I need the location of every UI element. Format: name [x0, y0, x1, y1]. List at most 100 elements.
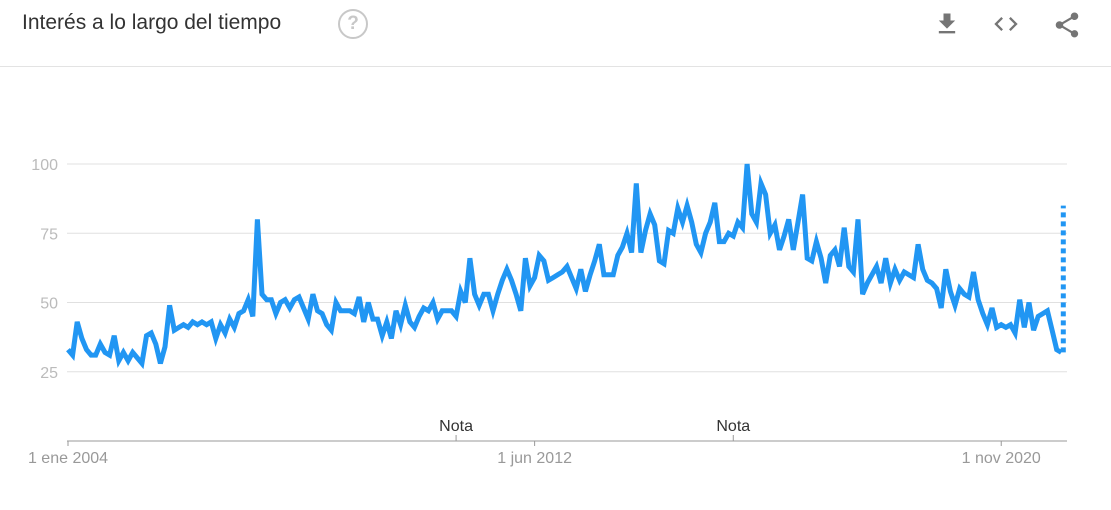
data-point[interactable] [717, 239, 722, 244]
data-point[interactable] [1045, 308, 1050, 313]
data-point[interactable] [357, 295, 362, 300]
data-point[interactable] [315, 308, 320, 313]
data-point[interactable] [163, 344, 168, 349]
data-point[interactable] [93, 353, 98, 358]
data-point[interactable] [107, 353, 112, 358]
data-point[interactable] [75, 319, 80, 324]
data-point[interactable] [652, 222, 657, 227]
data-point[interactable] [592, 258, 597, 263]
data-point[interactable] [685, 203, 690, 208]
data-point[interactable] [514, 292, 519, 297]
data-point[interactable] [893, 267, 898, 272]
data-point[interactable] [301, 306, 306, 311]
data-point[interactable] [846, 264, 851, 269]
data-point[interactable] [324, 322, 329, 327]
share-icon[interactable] [1052, 10, 1080, 38]
data-point[interactable] [66, 347, 71, 352]
data-point[interactable] [463, 300, 468, 305]
data-point[interactable] [504, 267, 509, 272]
data-point[interactable] [800, 192, 805, 197]
data-point[interactable] [426, 308, 431, 313]
data-point[interactable] [306, 317, 311, 322]
data-point[interactable] [126, 358, 131, 363]
data-point[interactable] [911, 275, 916, 280]
data-point[interactable] [625, 231, 630, 236]
data-point[interactable] [103, 350, 108, 355]
data-point[interactable] [985, 322, 990, 327]
data-point[interactable] [467, 256, 472, 261]
data-point[interactable] [698, 250, 703, 255]
data-point[interactable] [1036, 314, 1041, 319]
download-icon[interactable] [933, 10, 961, 38]
data-point[interactable] [204, 322, 209, 327]
data-point[interactable] [860, 292, 865, 297]
data-point[interactable] [809, 258, 814, 263]
annotation-label[interactable]: Nota [716, 418, 750, 435]
data-point[interactable] [759, 181, 764, 186]
data-point[interactable] [601, 272, 606, 277]
data-point[interactable] [731, 234, 736, 239]
data-point[interactable] [823, 281, 828, 286]
data-point[interactable] [449, 308, 454, 313]
data-point[interactable] [916, 242, 921, 247]
data-point[interactable] [121, 350, 126, 355]
data-point[interactable] [948, 289, 953, 294]
data-point[interactable] [925, 278, 930, 283]
data-point[interactable] [565, 264, 570, 269]
data-point[interactable] [555, 272, 560, 277]
data-point[interactable] [869, 272, 874, 277]
data-point[interactable] [1013, 331, 1018, 336]
data-point[interactable] [703, 231, 708, 236]
data-point[interactable] [943, 267, 948, 272]
data-point[interactable] [417, 314, 422, 319]
data-point[interactable] [352, 311, 357, 316]
data-point[interactable] [283, 297, 288, 302]
data-point[interactable] [495, 292, 500, 297]
data-point[interactable] [791, 247, 796, 252]
data-point[interactable] [874, 264, 879, 269]
data-point[interactable] [722, 239, 727, 244]
data-point[interactable] [662, 261, 667, 266]
data-point[interactable] [569, 275, 574, 280]
data-point[interactable] [407, 319, 412, 324]
data-point[interactable] [486, 292, 491, 297]
data-point[interactable] [264, 297, 269, 302]
data-point[interactable] [745, 162, 750, 167]
data-point[interactable] [541, 258, 546, 263]
data-point[interactable] [329, 328, 334, 333]
data-point[interactable] [236, 311, 241, 316]
data-point[interactable] [611, 272, 616, 277]
data-point[interactable] [754, 220, 759, 225]
data-point[interactable] [772, 222, 777, 227]
data-point[interactable] [477, 303, 482, 308]
data-point[interactable] [537, 253, 542, 258]
data-point[interactable] [583, 289, 588, 294]
data-point[interactable] [209, 319, 214, 324]
data-point[interactable] [334, 300, 339, 305]
data-point[interactable] [98, 342, 103, 347]
data-point[interactable] [343, 308, 348, 313]
data-point[interactable] [398, 322, 403, 327]
data-point[interactable] [278, 300, 283, 305]
data-point[interactable] [805, 256, 810, 261]
data-point[interactable] [934, 286, 939, 291]
data-point[interactable] [796, 220, 801, 225]
data-point[interactable] [444, 308, 449, 313]
annotation-label[interactable]: Nota [439, 418, 473, 435]
data-point[interactable] [167, 303, 172, 308]
data-point[interactable] [1027, 300, 1032, 305]
data-point[interactable] [421, 306, 426, 311]
data-point[interactable] [200, 319, 205, 324]
data-point[interactable] [814, 239, 819, 244]
data-point[interactable] [412, 325, 417, 330]
data-point[interactable] [643, 228, 648, 233]
data-point[interactable] [481, 292, 486, 297]
data-point[interactable] [260, 292, 265, 297]
data-point[interactable] [139, 361, 144, 366]
data-point[interactable] [384, 319, 389, 324]
data-point[interactable] [1040, 311, 1045, 316]
data-point[interactable] [361, 319, 366, 324]
data-point[interactable] [375, 317, 380, 322]
data-point[interactable] [255, 217, 260, 222]
data-point[interactable] [232, 325, 237, 330]
